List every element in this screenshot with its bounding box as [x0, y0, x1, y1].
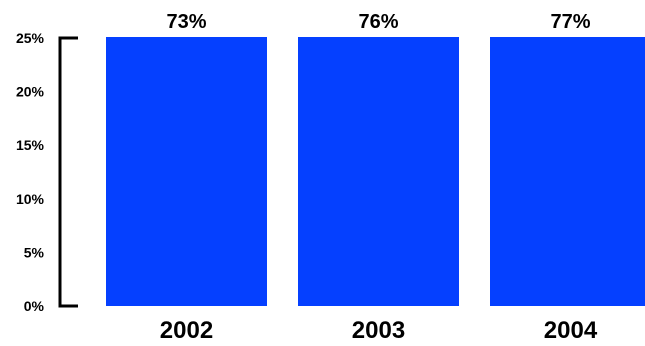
y-tick-label: 20% — [16, 84, 45, 100]
data-label-2004: 77% — [550, 11, 590, 33]
category-label-2002: 2002 — [160, 317, 213, 344]
y-tick-label: 15% — [16, 137, 45, 153]
bars — [106, 37, 645, 306]
y-axis-line — [58, 36, 78, 308]
y-axis: 0% 5% 10% 15% 20% 25% — [16, 30, 78, 314]
category-label-2004: 2004 — [544, 317, 598, 344]
y-tick-label: 10% — [16, 191, 45, 207]
bar-2002 — [106, 37, 267, 306]
category-label-2003: 2003 — [352, 317, 405, 344]
bar-2003 — [298, 37, 459, 306]
y-tick-label: 0% — [24, 298, 45, 314]
data-label-2003: 76% — [358, 11, 398, 33]
y-tick-label: 5% — [24, 244, 45, 260]
category-labels: 2002 2003 2004 — [160, 317, 598, 344]
data-label-2002: 73% — [166, 11, 206, 33]
bar-2004 — [490, 37, 645, 306]
data-labels: 73% 76% 77% — [166, 11, 590, 33]
y-tick-label: 25% — [16, 30, 45, 46]
